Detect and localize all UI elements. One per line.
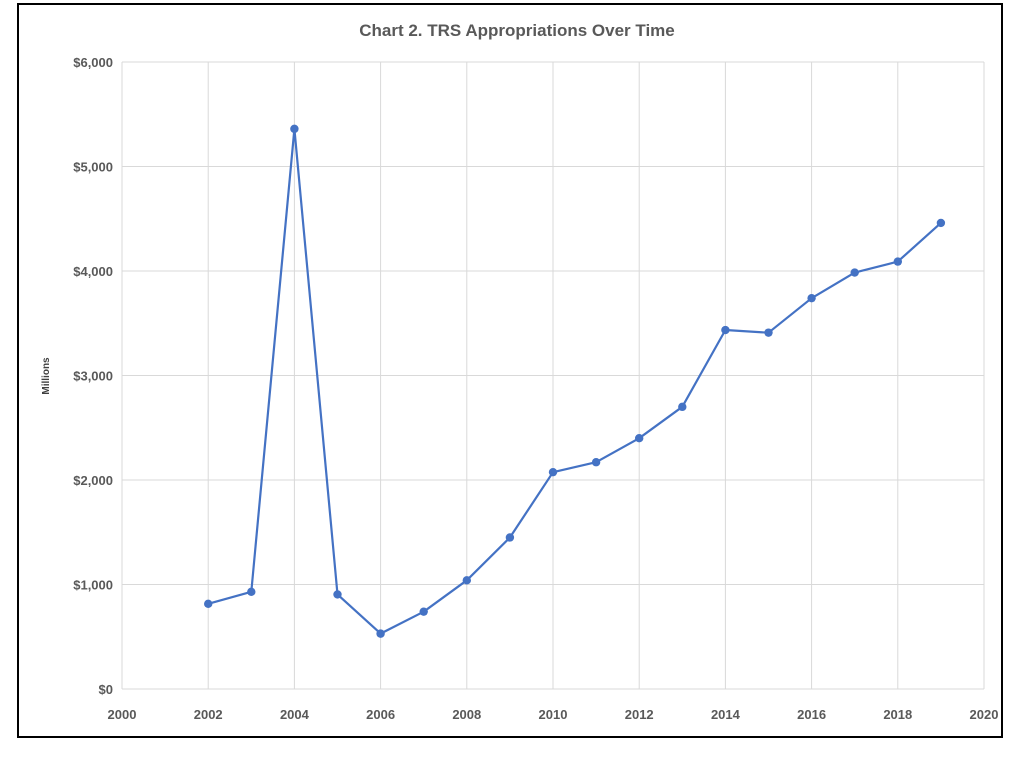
x-tick-label: 2016: [797, 707, 826, 722]
data-point: [893, 257, 902, 266]
data-point: [764, 328, 773, 337]
data-point: [333, 590, 342, 599]
data-point: [505, 533, 515, 542]
data-point: [678, 402, 687, 412]
y-axis-title: Millions: [41, 357, 52, 395]
x-tick-label: 2002: [194, 707, 223, 722]
x-tick-label: 2018: [883, 707, 912, 722]
y-tick-label: $2,000: [73, 473, 113, 488]
gridlines: [121, 61, 985, 690]
x-axis-ticks: 2000 2002 2004 2006 2008 2010 2012 2014 2016 2018…: [108, 707, 999, 722]
data-point: [247, 587, 256, 597]
y-tick-label: $0: [99, 682, 113, 697]
data-point: [204, 599, 213, 609]
x-tick-label: 2020: [970, 707, 999, 722]
chart-frame: [17, 3, 1003, 738]
data-point: [807, 293, 816, 303]
data-point: [721, 325, 730, 335]
data-point: [290, 124, 299, 134]
x-tick-label: 2014: [711, 707, 741, 722]
series-line: [207, 127, 942, 635]
y-tick-label: $3,000: [73, 369, 113, 384]
y-tick-label: $1,000: [73, 578, 113, 593]
data-point: [936, 218, 946, 228]
x-tick-label: 2008: [452, 707, 481, 722]
x-tick-label: 2000: [108, 707, 137, 722]
x-tick-label: 2006: [366, 707, 395, 722]
data-point: [635, 434, 644, 443]
chart-title: Chart 2. TRS Appropriations Over Time: [359, 21, 675, 40]
x-tick-label: 2010: [539, 707, 568, 722]
data-point: [591, 458, 601, 467]
y-axis-ticks: $0 $1,000 $2,000 $3,000 $4,000 $5,000 $6,000: [73, 55, 113, 697]
series-group: [204, 124, 946, 638]
data-point: [850, 268, 859, 277]
y-tick-label: $4,000: [73, 264, 113, 279]
x-tick-label: 2012: [625, 707, 654, 722]
data-point: [376, 629, 385, 638]
data-point: [462, 576, 471, 585]
x-tick-label: 2004: [280, 707, 310, 722]
y-tick-label: $6,000: [73, 55, 113, 70]
y-tick-label: $5,000: [73, 160, 113, 175]
data-point: [419, 607, 428, 616]
data-point: [548, 467, 558, 477]
